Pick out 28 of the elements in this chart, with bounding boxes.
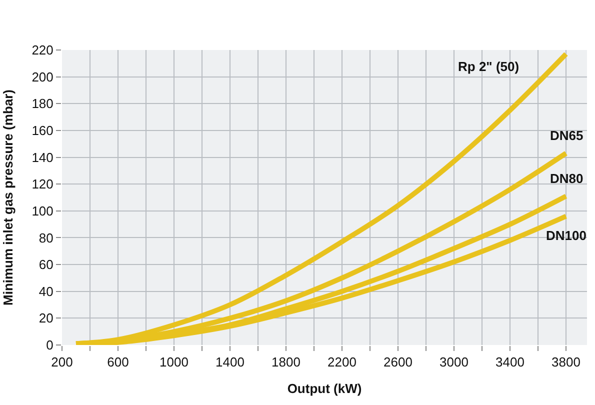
x-tick-label: 2600 [384,354,412,370]
y-tick-label: 200 [32,69,54,84]
y-tick-label: 60 [38,257,54,272]
y-tick-label: 180 [32,96,54,112]
series-label: DN80 [550,171,584,186]
y-tick-label: 40 [38,284,54,299]
x-tick-label: 200 [51,354,73,370]
series-label: DN100 [546,228,586,243]
x-tick-label: 600 [107,354,129,370]
x-axis-title: Output (kW) [287,381,362,396]
y-tick-label: 20 [38,310,54,326]
y-axis-title: Minimum inlet gas pressure (mbar) [0,90,16,306]
series-label: DN65 [550,128,584,143]
x-tick-label: 3000 [440,354,468,370]
x-tick-label: 1400 [216,354,244,370]
y-tick-label: 0 [46,338,54,353]
y-tick-label: 120 [32,176,54,192]
x-tick-label: 3800 [552,354,580,370]
series-label: Rp 2" (50) [458,59,520,74]
y-tick-label: 80 [38,230,54,246]
x-tick-label: 1000 [160,354,188,370]
y-tick-label: 100 [32,203,54,218]
x-tick-label: 2200 [328,354,356,370]
y-tick-label: 220 [32,42,54,58]
y-tick-label: 160 [32,123,54,138]
x-tick-label: 3400 [496,354,524,370]
y-tick-label: 140 [32,150,54,165]
x-tick-label: 1800 [272,354,300,370]
